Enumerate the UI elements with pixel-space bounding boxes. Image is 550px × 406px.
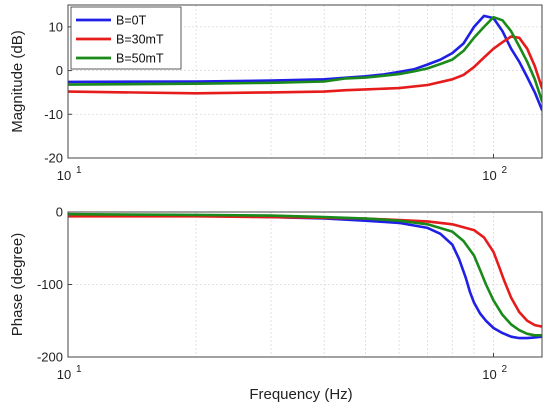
y-tick-label: 0 <box>56 63 63 78</box>
series-line-b-0t <box>68 213 542 340</box>
y-tick-label: -20 <box>44 151 63 166</box>
y-tick-label: 10 <box>49 19 63 34</box>
series-line-b-50mt <box>68 212 542 337</box>
x-tick-label: 10 <box>57 168 71 183</box>
x-tick-exponent: 1 <box>76 165 82 176</box>
y-axis-label: Phase (degree) <box>9 233 26 336</box>
series-line-b-30mt <box>68 35 542 95</box>
legend: B=0T B=30mT B=50mT <box>70 6 182 70</box>
y-tick-label: -200 <box>37 350 63 365</box>
x-tick-exponent: 1 <box>76 364 82 375</box>
x-tick-label: 10 <box>57 367 71 382</box>
legend-entry-label: B=0T <box>116 14 147 28</box>
y-tick-label: -10 <box>44 107 63 122</box>
x-tick-exponent: 2 <box>502 364 508 375</box>
legend-entry-label: B=50mT <box>116 52 164 66</box>
series-line-b-30mt <box>68 215 542 328</box>
y-axis-label: Magnitude (dB) <box>9 30 26 133</box>
y-tick-label: -100 <box>37 277 63 292</box>
phase-panel: -200 -100 0 10 1 10 2 Phase (degree) Frequency (… <box>9 205 543 403</box>
x-axis-label: Frequency (Hz) <box>249 386 352 403</box>
x-tick-exponent: 2 <box>502 165 508 176</box>
series-group <box>68 14 542 112</box>
y-tick-label: 0 <box>56 205 63 220</box>
x-tick-label: 10 <box>482 168 496 183</box>
series-line-b-50mt <box>68 15 542 103</box>
series-group <box>68 212 542 340</box>
legend-entry-label: B=30mT <box>116 33 164 47</box>
x-tick-label: 10 <box>482 367 496 382</box>
axes-frame <box>67 4 543 159</box>
